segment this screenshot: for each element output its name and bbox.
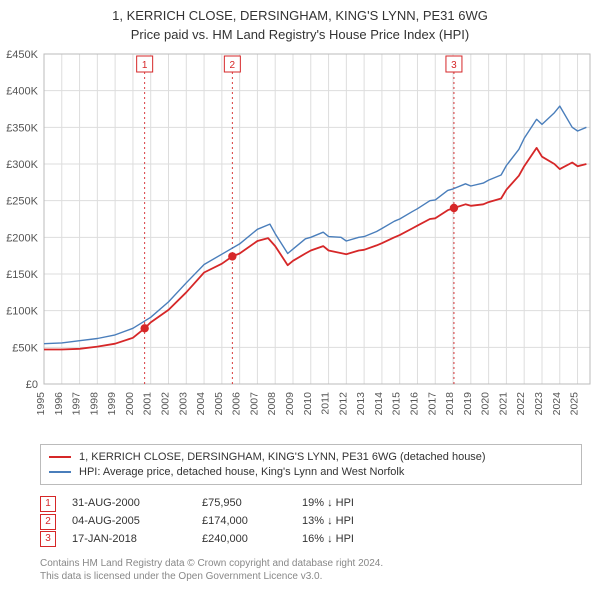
- x-axis-tick-label: 2025: [569, 392, 581, 416]
- marker-date: 04-AUG-2005: [72, 513, 202, 531]
- x-axis-tick-label: 2023: [533, 392, 545, 416]
- marker-diff: 19% ↓ HPI: [302, 495, 354, 513]
- marker-index-box: 2: [40, 514, 56, 530]
- x-axis-tick-label: 2006: [231, 392, 243, 416]
- x-axis-tick-label: 2019: [462, 392, 474, 416]
- x-axis-tick-label: 1995: [35, 392, 47, 416]
- x-axis-tick-label: 2022: [515, 392, 527, 416]
- y-axis-tick-label: £50K: [12, 342, 38, 354]
- x-axis-tick-label: 2013: [355, 392, 367, 416]
- x-axis-tick-label: 2004: [195, 392, 207, 416]
- y-axis-tick-label: £300K: [6, 159, 38, 171]
- legend-item-property: 1, KERRICH CLOSE, DERSINGHAM, KING'S LYN…: [49, 450, 573, 465]
- x-axis-tick-label: 2002: [159, 392, 171, 416]
- x-axis-tick-label: 2020: [480, 392, 492, 416]
- marker-price: £75,950: [202, 495, 302, 513]
- title-address: 1, KERRICH CLOSE, DERSINGHAM, KING'S LYN…: [0, 8, 600, 25]
- marker-index-box: 1: [40, 496, 56, 512]
- chart-marker-tag: 3: [451, 60, 457, 71]
- legend-swatch-property: [49, 456, 71, 458]
- x-axis-tick-label: 2005: [213, 392, 225, 416]
- y-axis-tick-label: £350K: [6, 122, 38, 134]
- legend-label-property: 1, KERRICH CLOSE, DERSINGHAM, KING'S LYN…: [79, 450, 486, 465]
- x-axis-tick-label: 2014: [373, 392, 385, 416]
- x-axis-tick-label: 2011: [320, 392, 332, 415]
- legend-item-hpi: HPI: Average price, detached house, King…: [49, 465, 573, 480]
- x-axis-tick-label: 2021: [497, 392, 509, 416]
- y-axis-tick-label: £0: [26, 379, 38, 391]
- sale-marker-dot: [140, 324, 148, 332]
- x-axis-tick-label: 2003: [177, 392, 189, 416]
- footer-line-1: Contains HM Land Registry data © Crown c…: [40, 558, 582, 571]
- y-axis-tick-label: £450K: [6, 49, 38, 61]
- y-axis-tick-label: £400K: [6, 85, 38, 97]
- x-axis-tick-label: 2016: [408, 392, 420, 416]
- x-axis-tick-label: 2017: [426, 392, 438, 416]
- x-axis-tick-label: 2000: [124, 392, 136, 416]
- x-axis-tick-label: 2015: [391, 392, 403, 416]
- line-chart: £0 £50K £100K £150K £200K £250K £300K £350K £400…: [0, 44, 600, 436]
- title-subtitle: Price paid vs. HM Land Registry's House …: [0, 27, 600, 44]
- attribution-footer: Contains HM Land Registry data © Crown c…: [40, 558, 582, 583]
- x-axis-tick-label: 2009: [284, 392, 296, 416]
- legend-label-hpi: HPI: Average price, detached house, King…: [79, 465, 404, 480]
- marker-row: 2 04-AUG-2005£174,00013% ↓ HPI: [40, 513, 582, 531]
- chart-area: £0 £50K £100K £150K £200K £250K £300K £350K £400…: [0, 44, 600, 436]
- marker-diff: 16% ↓ HPI: [302, 531, 354, 549]
- x-axis-tick-label: 2008: [266, 392, 278, 416]
- marker-row: 3 17-JAN-2018£240,00016% ↓ HPI: [40, 531, 582, 549]
- y-axis-tick-label: £200K: [6, 232, 38, 244]
- marker-row: 1 31-AUG-2000£75,95019% ↓ HPI: [40, 495, 582, 513]
- footer-line-2: This data is licensed under the Open Gov…: [40, 571, 582, 584]
- marker-index-box: 3: [40, 531, 56, 547]
- y-axis-tick-label: £150K: [6, 269, 38, 281]
- marker-date: 31-AUG-2000: [72, 495, 202, 513]
- x-axis-tick-label: 2024: [551, 392, 563, 416]
- x-axis-tick-label: 1996: [53, 392, 65, 416]
- x-axis-tick-label: 2012: [337, 392, 349, 416]
- y-axis-tick-label: £100K: [6, 305, 38, 317]
- y-axis-tick-label: £250K: [6, 195, 38, 207]
- sale-marker-dot: [228, 252, 236, 260]
- sale-marker-dot: [450, 204, 458, 212]
- legend-swatch-hpi: [49, 471, 71, 473]
- legend: 1, KERRICH CLOSE, DERSINGHAM, KING'S LYN…: [40, 444, 582, 486]
- x-axis-tick-label: 2001: [142, 392, 154, 416]
- x-axis-tick-label: 2018: [444, 392, 456, 416]
- chart-marker-tag: 1: [142, 60, 148, 71]
- sale-markers-table: 1 31-AUG-2000£75,95019% ↓ HPI 2 04-AUG-2005…: [40, 495, 582, 548]
- x-axis-tick-label: 2010: [302, 392, 314, 416]
- marker-diff: 13% ↓ HPI: [302, 513, 354, 531]
- marker-date: 17-JAN-2018: [72, 531, 202, 549]
- x-axis-tick-label: 1999: [106, 392, 118, 416]
- x-axis-tick-label: 1998: [88, 392, 100, 416]
- chart-marker-tag: 2: [230, 60, 236, 71]
- chart-title: 1, KERRICH CLOSE, DERSINGHAM, KING'S LYN…: [0, 0, 600, 44]
- series-hpi: [44, 106, 586, 344]
- marker-price: £174,000: [202, 513, 302, 531]
- marker-price: £240,000: [202, 531, 302, 549]
- x-axis-tick-label: 2007: [248, 392, 260, 416]
- series-property: [44, 148, 586, 350]
- x-axis-tick-label: 1997: [71, 392, 83, 416]
